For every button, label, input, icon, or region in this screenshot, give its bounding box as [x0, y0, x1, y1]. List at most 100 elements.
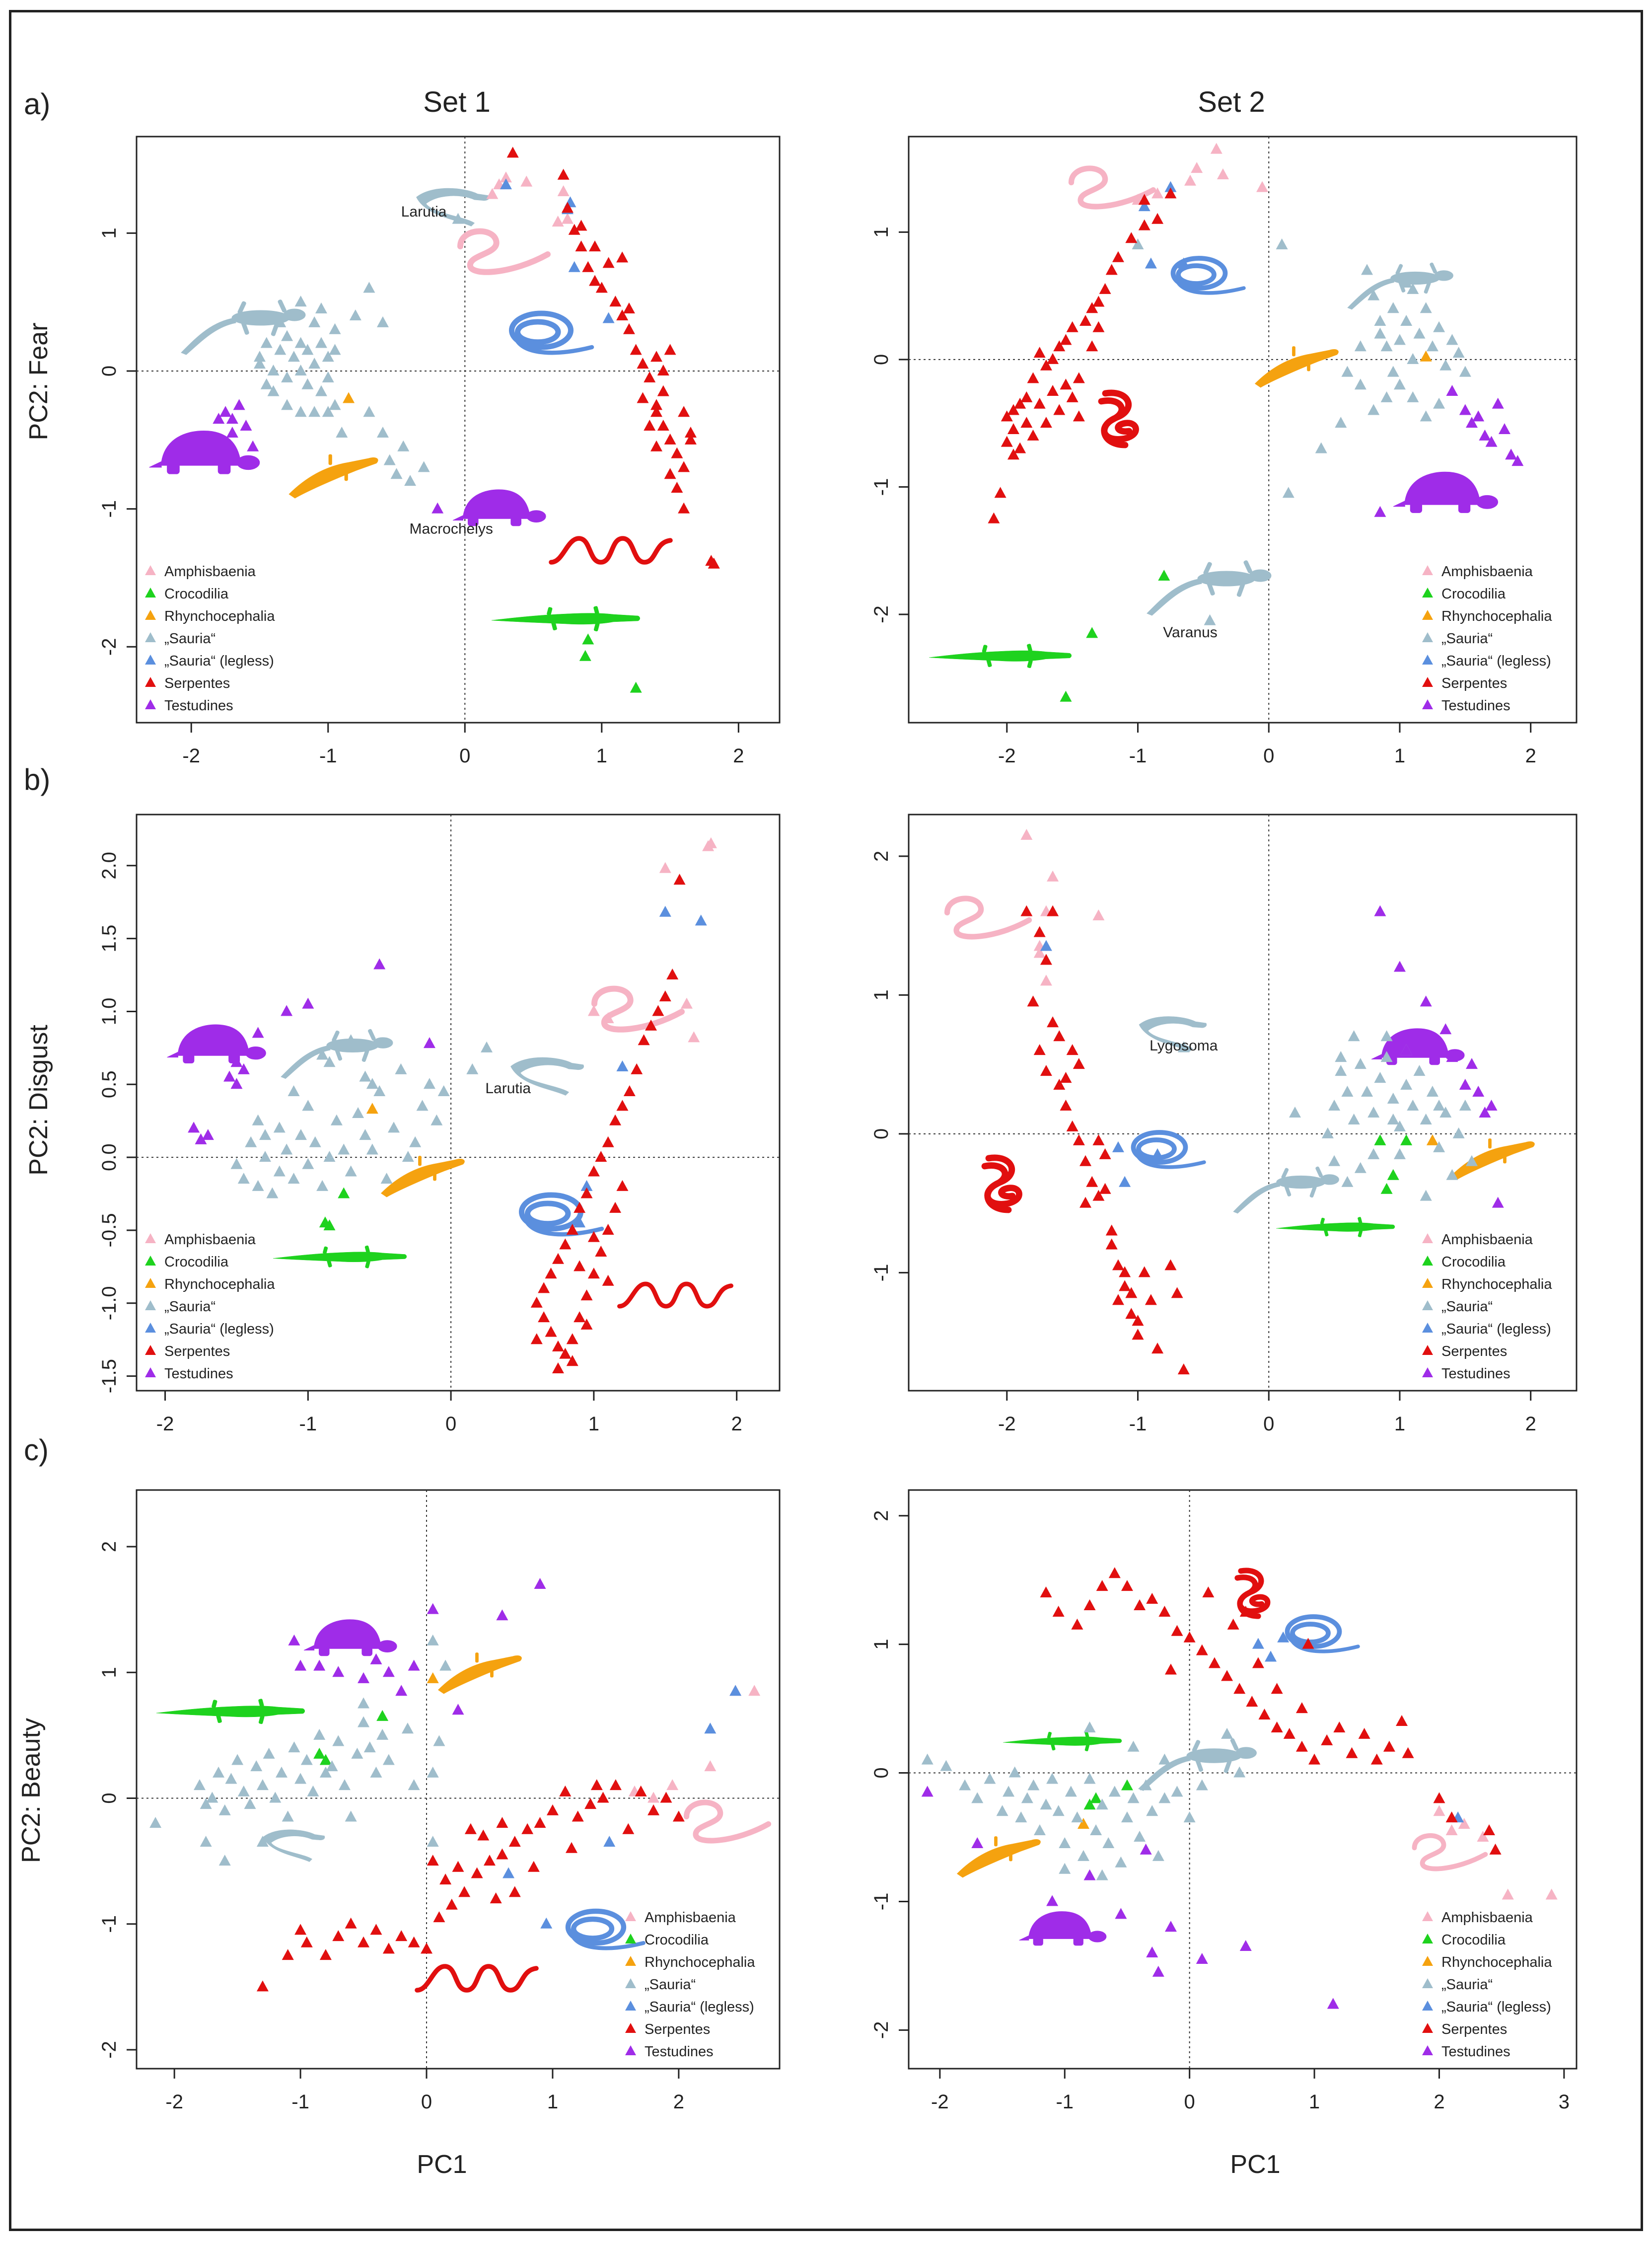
- data-point: [1433, 1792, 1445, 1803]
- legend-marker: [145, 1233, 156, 1243]
- data-point: [1033, 1824, 1046, 1836]
- data-point: [1138, 1266, 1150, 1277]
- series-crocodilia: [1374, 1134, 1413, 1194]
- data-point: [1083, 1599, 1096, 1610]
- data-point: [316, 1048, 329, 1060]
- data-point: [1393, 1120, 1406, 1131]
- data-point: [245, 1136, 257, 1147]
- data-point: [319, 1766, 332, 1778]
- legend-marker: [145, 588, 156, 598]
- legend-marker: [1422, 1978, 1433, 1988]
- data-point: [1387, 366, 1399, 377]
- data-point: [427, 1766, 439, 1778]
- data-point: [672, 1810, 685, 1822]
- data-point: [1400, 277, 1413, 288]
- data-point: [322, 406, 334, 417]
- data-point: [1046, 1773, 1059, 1784]
- legend-marker: [625, 1934, 636, 1943]
- data-point: [545, 1268, 557, 1279]
- x-tick-label: -1: [291, 2091, 309, 2113]
- y-tick-label: 0: [98, 1793, 120, 1803]
- snake-icon: [1101, 393, 1136, 445]
- data-point: [1446, 334, 1458, 345]
- data-point: [313, 1659, 326, 1671]
- data-point: [609, 1114, 622, 1125]
- y-tick-label: -1: [98, 500, 120, 518]
- data-point: [1152, 1850, 1164, 1861]
- data-point: [597, 1792, 609, 1803]
- data-point: [1196, 1644, 1208, 1655]
- crocodile-icon: [491, 605, 640, 632]
- data-point: [1092, 909, 1105, 921]
- data-point: [370, 1653, 382, 1664]
- y-tick-label: -2: [870, 605, 892, 623]
- data-point: [302, 1158, 314, 1169]
- data-point: [338, 1187, 350, 1198]
- legend-label: Testudines: [1441, 698, 1510, 714]
- data-point: [366, 1078, 378, 1089]
- data-point: [580, 1289, 593, 1301]
- data-point: [1446, 1051, 1458, 1062]
- data-point: [644, 420, 656, 431]
- legend-marker: [1422, 610, 1433, 620]
- series-testudines: [1374, 385, 1524, 517]
- legend-label: Rhynchocephalia: [1441, 1954, 1552, 1970]
- data-point: [370, 1766, 382, 1778]
- data-point: [650, 440, 663, 451]
- data-point: [552, 1362, 564, 1373]
- x-tick-label: -2: [998, 745, 1016, 767]
- data-point: [1096, 1869, 1108, 1880]
- data-point: [704, 1722, 717, 1734]
- data-point: [657, 365, 669, 375]
- data-point: [1132, 1329, 1144, 1340]
- ylabel-fear: PC2: Fear: [24, 323, 53, 441]
- data-point: [1086, 627, 1098, 638]
- x-tick-label: 0: [1184, 2091, 1195, 2113]
- data-point: [1354, 378, 1366, 390]
- data-point: [1040, 974, 1052, 986]
- data-point: [1341, 366, 1354, 377]
- data-point: [1196, 1779, 1208, 1791]
- data-point: [534, 1577, 546, 1589]
- data-point: [994, 487, 1006, 498]
- data-point: [1276, 238, 1288, 250]
- data-point: [748, 1685, 761, 1696]
- series-rhynchocephalia: [1420, 350, 1432, 362]
- series-amphisbaenia: [628, 1685, 761, 1803]
- data-point: [566, 1842, 578, 1853]
- data-point: [666, 969, 679, 980]
- data-point: [1374, 327, 1386, 339]
- data-point: [1466, 417, 1478, 428]
- data-point: [500, 171, 512, 183]
- legend-label: „Sauria“ (legless): [1441, 1999, 1551, 2015]
- y-tick-label: 2: [870, 1510, 892, 1521]
- x-tick-label: 1: [547, 2091, 558, 2113]
- data-point: [1021, 1792, 1033, 1803]
- data-point: [256, 1779, 269, 1791]
- legend-label: Testudines: [1441, 1366, 1510, 1382]
- data-point: [580, 1180, 593, 1191]
- legend-label: Amphisbaenia: [164, 564, 256, 580]
- data-point: [329, 344, 341, 355]
- plot-frame: [908, 1489, 1578, 2070]
- data-point: [1446, 385, 1458, 396]
- legend-label: Crocodilia: [645, 1932, 709, 1948]
- y-tick-label: 1: [870, 226, 892, 237]
- series--sauria-: [1132, 238, 1471, 625]
- data-point: [1125, 232, 1138, 243]
- data-point: [1221, 1727, 1233, 1739]
- legend-label: Rhynchocephalia: [1441, 608, 1552, 624]
- data-point: [230, 1056, 243, 1067]
- data-point: [1127, 1792, 1140, 1803]
- series-crocodilia: [579, 633, 642, 693]
- data-point: [1246, 1696, 1258, 1707]
- data-point: [1346, 1747, 1358, 1758]
- data-point: [256, 1980, 269, 1992]
- data-point: [1060, 378, 1072, 390]
- data-point: [1033, 347, 1046, 358]
- legend-marker: [1422, 1256, 1433, 1266]
- data-point: [382, 1942, 395, 1954]
- data-point: [1439, 359, 1452, 371]
- data-point: [1374, 506, 1386, 517]
- data-point: [1112, 251, 1124, 262]
